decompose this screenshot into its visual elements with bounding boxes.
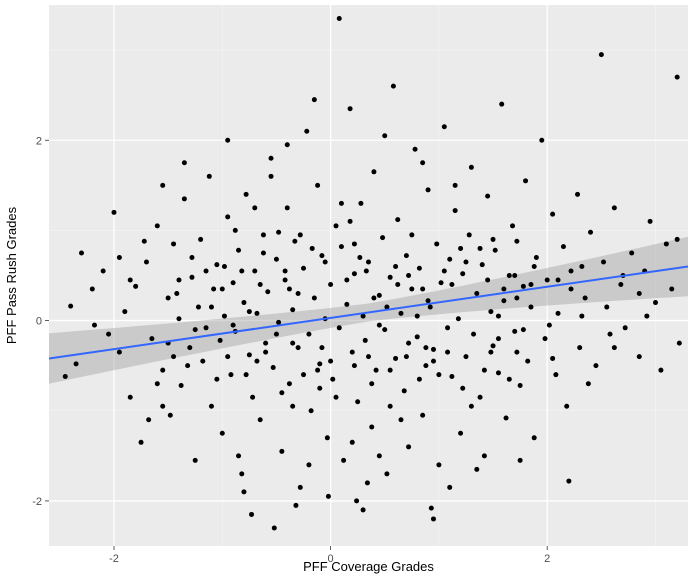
y-axis-label: PFF Pass Rush Grades — [4, 206, 19, 344]
svg-text:2: 2 — [36, 135, 42, 147]
svg-text:-2: -2 — [109, 553, 119, 565]
svg-text:-2: -2 — [32, 496, 42, 508]
chart-svg: -202-202PFF Coverage GradesPFF Pass Rush… — [0, 0, 693, 581]
scatter-chart: -202-202PFF Coverage GradesPFF Pass Rush… — [0, 0, 693, 581]
x-axis-label: PFF Coverage Grades — [303, 559, 434, 574]
svg-text:0: 0 — [36, 316, 42, 328]
svg-text:2: 2 — [544, 553, 550, 565]
